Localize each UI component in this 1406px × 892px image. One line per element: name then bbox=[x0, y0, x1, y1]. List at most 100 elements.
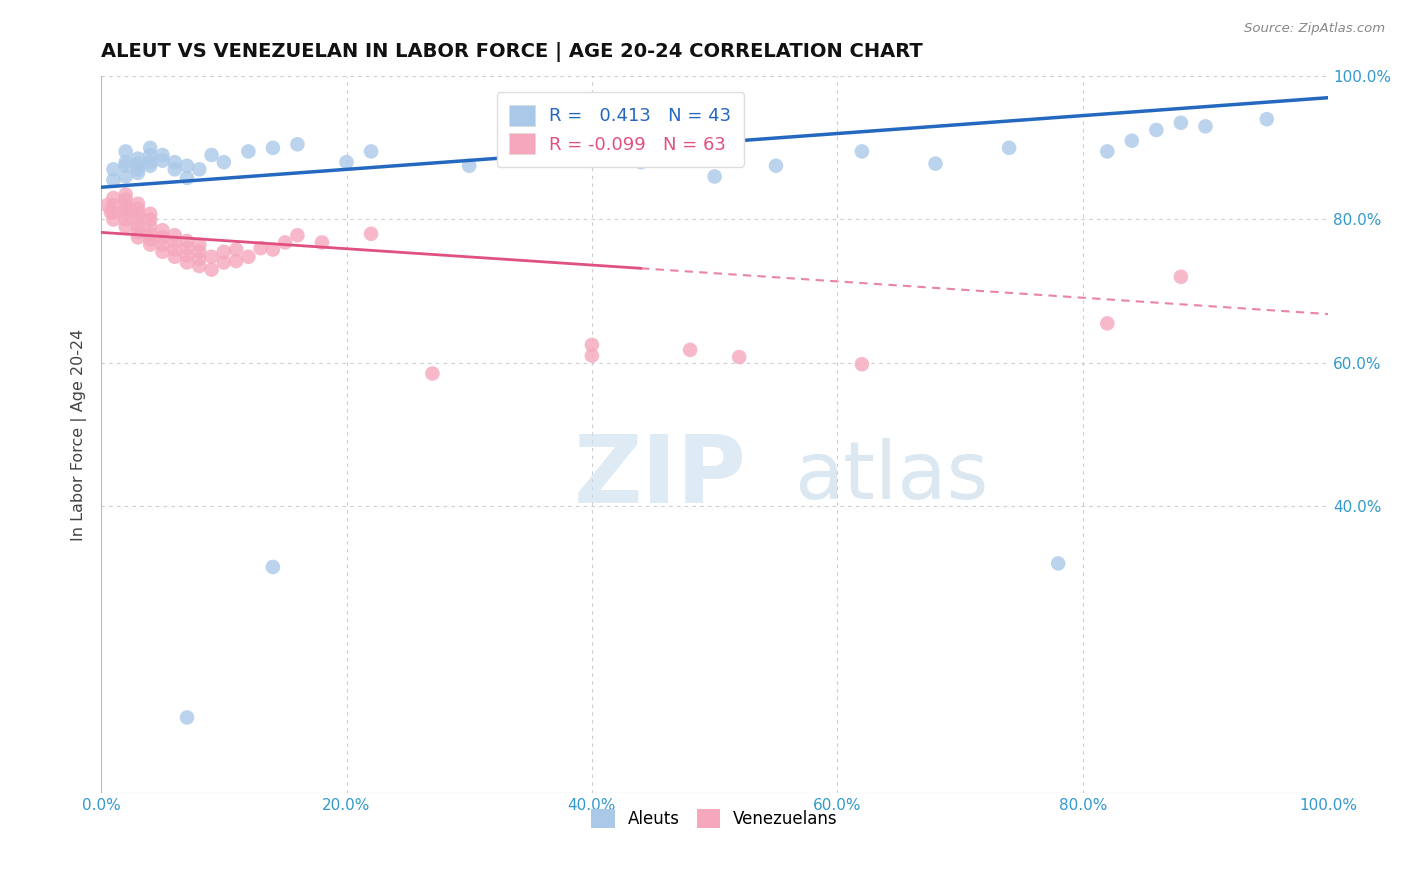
Point bbox=[176, 159, 198, 173]
Point bbox=[152, 148, 174, 162]
Text: Source: ZipAtlas.com: Source: ZipAtlas.com bbox=[1244, 22, 1385, 36]
Point bbox=[127, 212, 149, 227]
Point bbox=[188, 237, 211, 252]
Point bbox=[139, 207, 162, 221]
Point bbox=[176, 234, 198, 248]
Point bbox=[152, 153, 174, 168]
Text: ZIP: ZIP bbox=[574, 432, 747, 524]
Point bbox=[114, 212, 136, 227]
Point bbox=[114, 193, 136, 207]
Point bbox=[103, 191, 125, 205]
Point bbox=[163, 250, 186, 264]
Point bbox=[139, 237, 162, 252]
Point bbox=[96, 198, 118, 212]
Y-axis label: In Labor Force | Age 20-24: In Labor Force | Age 20-24 bbox=[72, 328, 87, 541]
Point bbox=[163, 155, 186, 169]
Point bbox=[851, 357, 873, 371]
Point bbox=[335, 155, 357, 169]
Point bbox=[100, 205, 122, 219]
Point bbox=[103, 173, 125, 187]
Point bbox=[103, 198, 125, 212]
Point bbox=[1097, 145, 1119, 159]
Point bbox=[139, 155, 162, 169]
Point bbox=[728, 350, 751, 364]
Point bbox=[114, 219, 136, 234]
Point bbox=[225, 254, 247, 268]
Point bbox=[139, 233, 162, 247]
Point bbox=[176, 248, 198, 262]
Point bbox=[200, 148, 222, 162]
Point bbox=[127, 162, 149, 177]
Point bbox=[114, 159, 136, 173]
Point bbox=[188, 252, 211, 266]
Point bbox=[238, 250, 260, 264]
Point bbox=[127, 230, 149, 244]
Point bbox=[176, 710, 198, 724]
Point bbox=[127, 152, 149, 166]
Point bbox=[176, 241, 198, 255]
Point bbox=[679, 343, 702, 357]
Point bbox=[360, 145, 382, 159]
Point bbox=[139, 148, 162, 162]
Point bbox=[851, 145, 873, 159]
Point bbox=[163, 235, 186, 250]
Point bbox=[163, 162, 186, 177]
Point bbox=[581, 338, 603, 352]
Point bbox=[1170, 116, 1192, 130]
Point bbox=[152, 244, 174, 259]
Point bbox=[152, 230, 174, 244]
Point bbox=[422, 367, 444, 381]
Point bbox=[176, 255, 198, 269]
Point bbox=[998, 141, 1021, 155]
Point bbox=[274, 235, 297, 250]
Point bbox=[188, 162, 211, 177]
Point bbox=[1256, 112, 1278, 127]
Point bbox=[127, 196, 149, 211]
Point bbox=[114, 169, 136, 184]
Point bbox=[360, 227, 382, 241]
Point bbox=[139, 159, 162, 173]
Point bbox=[212, 255, 235, 269]
Point bbox=[630, 155, 652, 169]
Point bbox=[188, 244, 211, 259]
Point bbox=[127, 226, 149, 240]
Point bbox=[212, 244, 235, 259]
Point bbox=[1047, 557, 1070, 571]
Point bbox=[114, 155, 136, 169]
Point bbox=[1121, 134, 1143, 148]
Point bbox=[458, 159, 481, 173]
Point bbox=[200, 250, 222, 264]
Point bbox=[924, 156, 946, 170]
Point bbox=[176, 170, 198, 185]
Point bbox=[139, 219, 162, 234]
Point bbox=[581, 349, 603, 363]
Point bbox=[103, 205, 125, 219]
Point bbox=[139, 141, 162, 155]
Point bbox=[262, 560, 284, 574]
Point bbox=[103, 162, 125, 177]
Point bbox=[114, 198, 136, 212]
Point bbox=[152, 223, 174, 237]
Point bbox=[127, 156, 149, 170]
Point bbox=[212, 155, 235, 169]
Point bbox=[249, 241, 271, 255]
Point bbox=[163, 228, 186, 243]
Point bbox=[200, 262, 222, 277]
Point bbox=[127, 202, 149, 216]
Point bbox=[103, 212, 125, 227]
Point bbox=[127, 219, 149, 234]
Point bbox=[238, 145, 260, 159]
Point bbox=[114, 187, 136, 202]
Point bbox=[114, 207, 136, 221]
Point bbox=[139, 227, 162, 241]
Point bbox=[163, 243, 186, 257]
Point bbox=[287, 228, 309, 243]
Point bbox=[262, 141, 284, 155]
Point bbox=[311, 235, 333, 250]
Point bbox=[152, 237, 174, 252]
Point bbox=[1170, 269, 1192, 284]
Point bbox=[1144, 123, 1167, 137]
Legend: Aleuts, Venezuelans: Aleuts, Venezuelans bbox=[585, 802, 845, 835]
Point bbox=[703, 169, 725, 184]
Point bbox=[557, 148, 579, 162]
